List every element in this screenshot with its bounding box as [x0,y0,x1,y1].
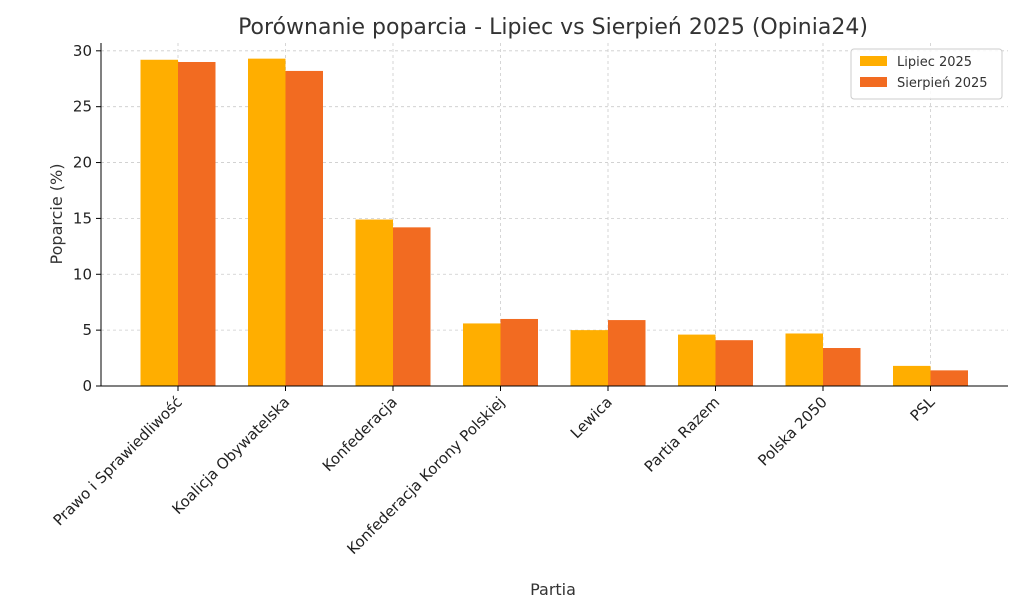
x-tick-label: Prawo i Sprawiedliwość [50,393,186,529]
bar-lipiec [678,334,716,386]
bar-lipiec [463,323,501,386]
x-tick-label: Lewica [567,393,616,442]
legend-label: Sierpień 2025 [897,76,988,91]
bar-sierpien [178,61,216,387]
bar-sierpien [823,348,861,386]
bar-lipiec [248,58,286,386]
bars [140,58,968,387]
legend-box [850,48,1003,100]
x-tick-label: Konfederacja [319,393,401,475]
bar-sierpien [608,320,646,386]
legend: Lipiec 2025 Sierpień 2025 [850,48,1003,100]
y-tick-label: 10 [73,265,92,283]
y-tick-label: 25 [73,98,92,116]
bar-lipiec [570,330,608,386]
y-tick-label: 0 [82,377,92,395]
bar-lipiec [893,365,931,386]
chart-title: Porównanie poparcia - Lipiec vs Sierpień… [238,15,868,40]
bar-sierpien [285,70,323,387]
legend-label: Lipiec 2025 [897,55,972,70]
x-tick-label: Partia Razem [641,393,724,476]
x-tick-label: Koalicja Obywatelska [168,393,293,518]
legend-swatch [860,56,887,66]
legend-swatch [860,77,887,87]
y-tick-label: 30 [73,42,92,60]
bar-sierpien [715,340,753,386]
bar-sierpien [500,318,538,386]
x-tick-label: Polska 2050 [754,393,831,470]
bar-sierpien [393,227,431,386]
y-axis-label: Poparcie (%) [47,164,66,265]
y-ticks: 0 5 10 15 20 25 30 [73,42,101,395]
bar-lipiec [785,333,823,386]
x-tick-label: PSL [907,393,939,425]
x-axis-label: Partia [530,580,576,599]
bar-sierpien [930,370,968,386]
bar-lipiec [355,219,393,386]
axes [100,43,1008,387]
y-tick-label: 15 [73,209,92,227]
bar-lipiec [140,59,178,386]
y-tick-label: 20 [73,154,92,172]
y-tick-label: 5 [82,321,92,339]
